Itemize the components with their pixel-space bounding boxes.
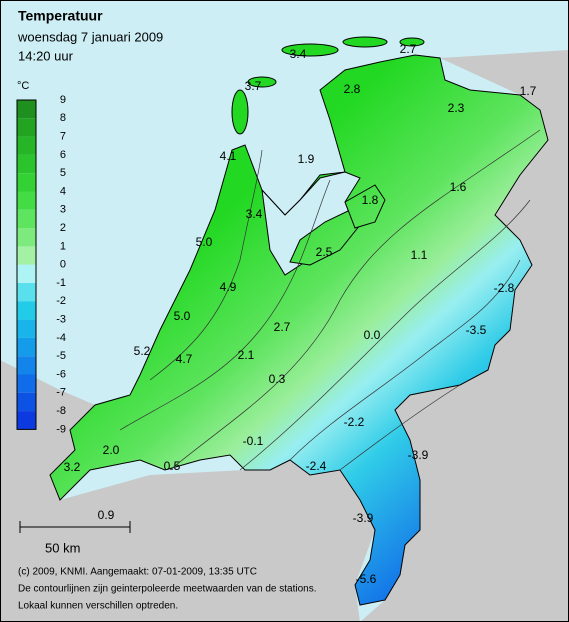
scale-bar <box>19 521 131 533</box>
flevoland <box>344 184 386 229</box>
station-value: 2.3 <box>448 101 465 115</box>
station-value: 1.1 <box>411 248 428 262</box>
station-value: 5.2 <box>134 344 151 358</box>
legend-swatch <box>17 173 36 192</box>
legend-swatch <box>17 392 36 412</box>
station-value: 0.5 <box>164 459 181 473</box>
island <box>247 76 277 88</box>
legend-label: -8 <box>56 405 66 417</box>
island <box>399 37 425 47</box>
scale-label: 50 km <box>45 540 80 555</box>
station-value: 2.5 <box>316 245 333 259</box>
station-value: -0.1 <box>243 434 264 448</box>
station-value: 0.0 <box>364 328 381 342</box>
station-value: 2.7 <box>274 320 291 334</box>
legend-label: 8 <box>60 112 66 124</box>
legend-label: -1 <box>56 277 66 289</box>
legend-label: -7 <box>56 387 66 399</box>
date: woensdag 7 januari 2009 <box>17 29 163 44</box>
station-value: 3.2 <box>64 460 81 474</box>
station-value: 2.7 <box>400 42 417 56</box>
station-value: 1.7 <box>520 84 537 98</box>
station-value: -2.2 <box>344 415 365 429</box>
legend-swatch <box>17 411 36 430</box>
station-value: 0.9 <box>98 508 115 522</box>
station-value: 2.8 <box>344 82 361 96</box>
station-value: 5.0 <box>174 309 191 323</box>
legend-label: -2 <box>56 295 66 307</box>
legend-label: 9 <box>60 94 66 106</box>
legend-label: 1 <box>60 240 66 252</box>
legend-swatch <box>17 337 36 357</box>
station-value: 1.9 <box>298 152 315 166</box>
station-value: 5.0 <box>196 235 213 249</box>
station-value: 4.7 <box>176 352 193 366</box>
legend: 9 8 7 6 5 4 3 2 1 0 -1 -2 -3 -4 -5 -6 -7 -8 -9 <box>16 94 66 435</box>
station-value: 2.0 <box>103 443 120 457</box>
station-value: -3.9 <box>408 448 429 462</box>
legend-swatch <box>17 191 36 210</box>
legend-border <box>16 99 37 430</box>
legend-label: 3 <box>60 204 66 216</box>
stations: 3.4 2.7 3.7 2.8 2.3 1.7 4.1 1.9 1.8 1.6 3.4 5.0 2.5 1… <box>64 42 537 586</box>
station-value: 2.1 <box>238 348 255 362</box>
island <box>231 89 249 135</box>
belgium <box>0 440 375 622</box>
station-value: -3.9 <box>353 511 374 525</box>
legend-label: -6 <box>56 368 66 380</box>
island <box>281 43 339 57</box>
legend-swatch <box>17 283 36 302</box>
legend-swatch <box>17 118 36 137</box>
station-value: 1.6 <box>450 180 467 194</box>
legend-label: 0 <box>60 259 66 271</box>
station-value: -5.6 <box>356 572 377 586</box>
station-value: 3.4 <box>290 47 307 61</box>
legend-swatch <box>17 100 36 119</box>
station-value: 4.1 <box>220 149 237 163</box>
station-value: 3.4 <box>246 207 263 221</box>
island <box>342 36 388 48</box>
legend-label: 5 <box>60 167 66 179</box>
legend-label: -5 <box>56 350 66 362</box>
title: Temperatuur <box>18 8 103 24</box>
legend-label: 4 <box>60 185 66 197</box>
legend-swatch <box>17 374 36 393</box>
station-value: -2.8 <box>494 281 515 295</box>
footer: (c) 2009, KNMI. Aangemaakt: 07-01-2009, … <box>18 567 317 612</box>
time: 14:20 uur <box>18 48 74 63</box>
station-value: 1.8 <box>362 193 379 207</box>
contours <box>119 129 541 471</box>
station-value: -3.5 <box>466 323 487 337</box>
legend-swatch <box>17 301 36 320</box>
legend-label: -9 <box>56 423 66 435</box>
footer-line: Lokaal kunnen verschillen optreden. <box>18 601 178 612</box>
station-value: 3.7 <box>245 79 262 93</box>
station-value: -2.4 <box>306 459 327 473</box>
legend-unit: °C <box>17 80 29 92</box>
legend-label: -4 <box>56 332 66 344</box>
legend-label: 2 <box>60 222 66 234</box>
legend-label: 7 <box>60 131 66 143</box>
legend-swatch <box>17 246 36 265</box>
footer-line: De contourlijnen zijn geinterpoleerde me… <box>18 584 317 595</box>
station-value: 4.9 <box>220 280 237 294</box>
legend-swatch <box>17 228 36 247</box>
legend-swatch <box>17 154 36 174</box>
legend-swatch <box>17 264 36 283</box>
germany <box>360 50 569 622</box>
legend-swatch <box>17 209 36 229</box>
legend-swatch <box>17 356 36 375</box>
station-value: 0.3 <box>269 372 286 386</box>
legend-swatch <box>17 319 36 338</box>
legend-label: -3 <box>56 314 66 326</box>
legend-label: 6 <box>60 149 66 161</box>
footer-line: (c) 2009, KNMI. Aangemaakt: 07-01-2009, … <box>18 567 257 578</box>
legend-swatch <box>17 136 36 155</box>
